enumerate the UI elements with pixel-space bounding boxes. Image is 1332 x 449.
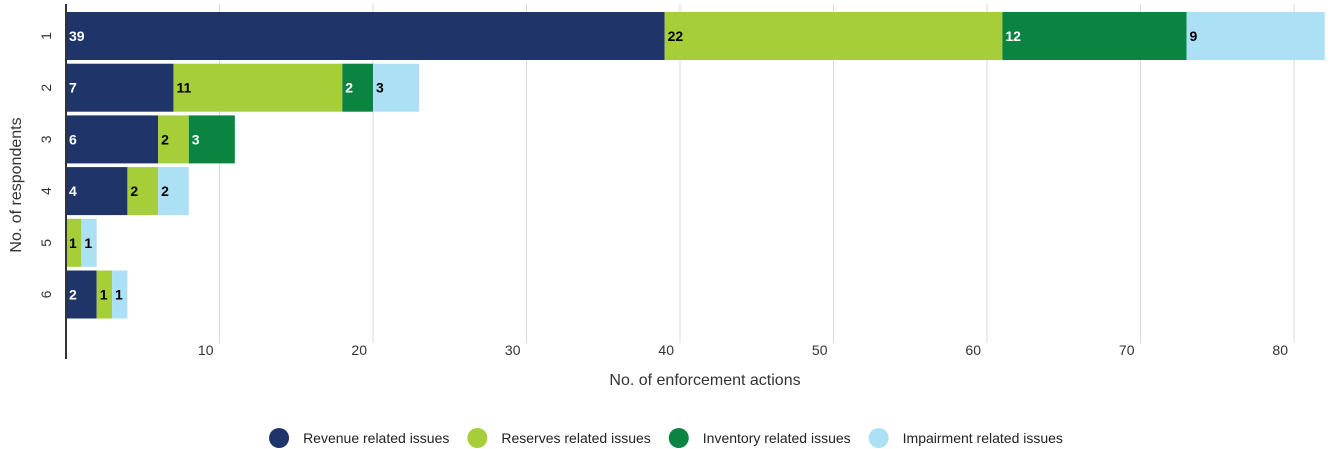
x-tick-label: 10	[198, 342, 214, 358]
bar-segment	[66, 115, 158, 163]
bar-value-label: 6	[69, 131, 77, 147]
bar-segment	[1187, 12, 1325, 60]
bar-value-label: 7	[69, 80, 77, 96]
y-tick-label: 3	[38, 135, 54, 143]
bar-value-label: 1	[69, 235, 77, 251]
bar-value-label: 39	[69, 28, 85, 44]
bar-value-label: 1	[115, 287, 123, 303]
legend-label: Revenue related issues	[303, 430, 449, 446]
bar-value-label: 3	[376, 80, 384, 96]
bar-value-label: 9	[1190, 28, 1198, 44]
y-tick-label: 2	[38, 84, 54, 92]
bar-segment	[1002, 12, 1186, 60]
bar-value-label: 4	[69, 183, 77, 199]
bar-value-label: 1	[84, 235, 92, 251]
legend-label: Reserves related issues	[501, 430, 650, 446]
bars	[66, 12, 1325, 319]
bar-value-label: 2	[69, 287, 77, 303]
legend-marker	[669, 428, 689, 448]
bar-value-label: 12	[1005, 28, 1021, 44]
legend: Revenue related issues Reserves related i…	[269, 428, 1063, 448]
legend-marker	[467, 428, 487, 448]
x-axis-title: No. of enforcement actions	[609, 372, 800, 389]
x-tick-label: 50	[812, 342, 828, 358]
x-tick-label: 80	[1272, 342, 1288, 358]
legend-label: Inventory related issues	[703, 430, 851, 446]
legend-label: Impairment related issues	[903, 430, 1063, 446]
bar-value-label: 2	[130, 183, 138, 199]
bar-segment	[665, 12, 1003, 60]
bar-value-label: 2	[345, 80, 353, 96]
bar-value-label: 2	[161, 183, 169, 199]
bar-value-label: 22	[668, 28, 684, 44]
legend-marker	[869, 428, 889, 448]
bar-value-label: 3	[192, 131, 200, 147]
y-axis-title: No. of respondents	[8, 117, 25, 252]
y-tick-label: 5	[38, 239, 54, 247]
legend-marker	[269, 428, 289, 448]
y-tick-label: 4	[38, 187, 54, 195]
x-tick-label: 30	[505, 342, 521, 358]
bar-value-label: 2	[161, 131, 169, 147]
x-tick-label: 40	[658, 342, 674, 358]
bar-segment	[173, 64, 342, 112]
bar-segment	[66, 64, 173, 112]
x-tick-label: 60	[965, 342, 981, 358]
x-tick-label: 20	[351, 342, 367, 358]
y-tick-label: 1	[38, 32, 54, 40]
bar-value-label: 11	[176, 80, 191, 96]
x-tick-label: 70	[1119, 342, 1135, 358]
bar-value-label: 1	[100, 287, 108, 303]
y-tick-label: 6	[38, 290, 54, 298]
bar-segment	[66, 12, 665, 60]
